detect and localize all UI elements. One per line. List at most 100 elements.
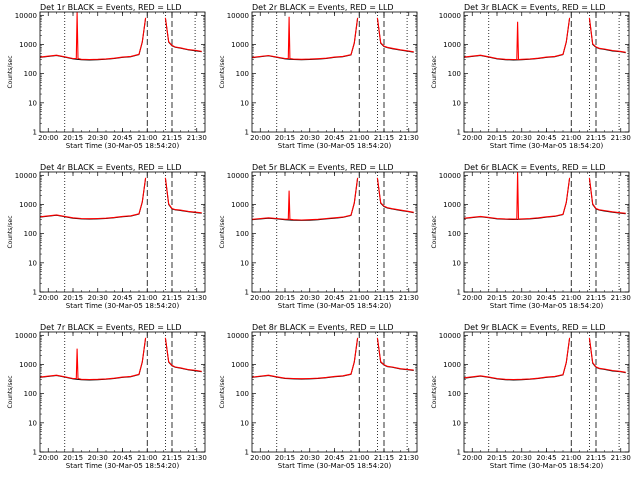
chart-title: Det 8r BLACK = Events, RED = LLD xyxy=(252,323,394,332)
x-axis-label: Start Time (30-Mar-05 18:54:20) xyxy=(490,142,604,150)
x-tick-label: 20:30 xyxy=(512,294,532,302)
series-line-events xyxy=(164,178,202,214)
x-tick-label: 20:45 xyxy=(536,454,556,462)
x-tick-label: 20:00 xyxy=(38,294,58,302)
x-tick-label: 20:15 xyxy=(63,134,83,142)
plot-frame xyxy=(251,11,418,133)
y-tick-label: 10000 xyxy=(439,332,461,340)
series-line-lld xyxy=(164,337,202,372)
plot-frame xyxy=(39,11,206,133)
series-line-lld xyxy=(463,17,571,61)
chart-panel-7: Det 7r BLACK = Events, RED = LLD Counts/s… xyxy=(7,323,207,470)
x-tick-label: 20:45 xyxy=(536,134,556,142)
x-axis-label: Start Time (30-Mar-05 18:54:20) xyxy=(278,142,392,150)
y-tick-label: 10000 xyxy=(227,332,249,340)
chart-title: Det 1r BLACK = Events, RED = LLD xyxy=(40,3,182,12)
x-tick-label: 21:00 xyxy=(137,294,157,302)
x-tick-label: 21:00 xyxy=(349,454,369,462)
x-tick-label: 21:00 xyxy=(349,134,369,142)
chart-panel-3: Det 3r BLACK = Events, RED = LLD Counts/s… xyxy=(431,3,631,150)
x-axis-label: Start Time (30-Mar-05 18:54:20) xyxy=(278,462,392,470)
x-tick-label: 20:00 xyxy=(250,134,270,142)
y-axis-label: Counts/sec xyxy=(219,55,226,88)
y-tick-label: 10000 xyxy=(439,12,461,20)
y-tick-label: 1 xyxy=(33,129,37,137)
y-tick-label: 1000 xyxy=(231,201,249,209)
y-axis-label: Counts/sec xyxy=(219,375,226,408)
x-tick-label: 20:45 xyxy=(324,294,344,302)
y-tick-label: 1000 xyxy=(19,41,37,49)
x-axis-label: Start Time (30-Mar-05 18:54:20) xyxy=(490,302,604,310)
x-tick-label: 21:30 xyxy=(611,454,631,462)
x-tick-label: 20:15 xyxy=(275,294,295,302)
x-tick-label: 21:30 xyxy=(399,454,419,462)
chart-panel-6: Det 6r BLACK = Events, RED = LLD Counts/s… xyxy=(431,163,631,310)
x-tick-label: 20:00 xyxy=(462,134,482,142)
x-tick-label: 20:30 xyxy=(88,134,108,142)
x-tick-label: 20:45 xyxy=(112,454,132,462)
x-tick-label: 20:00 xyxy=(250,454,270,462)
chart-title: Det 3r BLACK = Events, RED = LLD xyxy=(464,3,606,12)
y-axis-label: Counts/sec xyxy=(7,375,14,408)
series-line-events xyxy=(39,338,147,381)
y-tick-label: 10000 xyxy=(15,12,37,20)
y-tick-label: 10000 xyxy=(227,172,249,180)
y-tick-label: 10000 xyxy=(439,172,461,180)
series-line-lld xyxy=(39,337,147,381)
x-tick-label: 21:30 xyxy=(187,454,207,462)
x-tick-label: 21:30 xyxy=(399,294,419,302)
x-axis-label: Start Time (30-Mar-05 18:54:20) xyxy=(66,462,180,470)
y-tick-label: 100 xyxy=(24,70,37,78)
y-tick-label: 1000 xyxy=(443,41,461,49)
x-tick-label: 21:15 xyxy=(374,134,394,142)
series-line-lld xyxy=(39,11,147,61)
y-tick-label: 100 xyxy=(448,390,461,398)
series-line-events xyxy=(39,18,147,61)
chart-panel-4: Det 4r BLACK = Events, RED = LLD Counts/s… xyxy=(7,163,207,310)
y-tick-label: 1 xyxy=(245,289,249,297)
y-tick-label: 1000 xyxy=(19,361,37,369)
plot-frame xyxy=(251,171,418,293)
y-tick-label: 1000 xyxy=(443,361,461,369)
x-tick-label: 20:30 xyxy=(88,294,108,302)
y-tick-label: 10 xyxy=(28,419,37,427)
x-tick-label: 21:00 xyxy=(561,134,581,142)
y-tick-label: 1000 xyxy=(231,361,249,369)
x-tick-label: 21:00 xyxy=(137,454,157,462)
x-tick-label: 20:15 xyxy=(63,454,83,462)
chart-panel-9: Det 9r BLACK = Events, RED = LLD Counts/s… xyxy=(431,323,631,470)
x-tick-label: 20:00 xyxy=(250,294,270,302)
y-tick-label: 1000 xyxy=(443,201,461,209)
x-tick-label: 20:30 xyxy=(300,454,320,462)
plot-frame xyxy=(39,171,206,293)
y-axis-label: Counts/sec xyxy=(7,215,14,248)
x-axis-label: Start Time (30-Mar-05 18:54:20) xyxy=(278,302,392,310)
x-axis-label: Start Time (30-Mar-05 18:54:20) xyxy=(66,302,180,310)
series-line-lld xyxy=(463,171,571,220)
series-line-events xyxy=(39,178,147,220)
x-tick-label: 20:15 xyxy=(487,454,507,462)
series-line-events xyxy=(251,178,359,221)
x-tick-label: 20:30 xyxy=(300,134,320,142)
x-tick-label: 20:15 xyxy=(487,134,507,142)
series-line-lld xyxy=(463,337,571,381)
y-tick-label: 100 xyxy=(448,230,461,238)
y-tick-label: 10 xyxy=(452,99,461,107)
x-axis-label: Start Time (30-Mar-05 18:54:20) xyxy=(66,142,180,150)
y-tick-label: 100 xyxy=(448,70,461,78)
chart-title: Det 6r BLACK = Events, RED = LLD xyxy=(464,163,606,172)
y-tick-label: 1 xyxy=(457,289,461,297)
x-tick-label: 20:15 xyxy=(275,454,295,462)
series-line-lld xyxy=(376,177,414,213)
plot-frame xyxy=(251,331,418,453)
y-tick-label: 100 xyxy=(24,230,37,238)
y-tick-label: 1 xyxy=(245,449,249,457)
x-tick-label: 20:15 xyxy=(275,134,295,142)
chart-title: Det 9r BLACK = Events, RED = LLD xyxy=(464,323,606,332)
y-tick-label: 10 xyxy=(452,419,461,427)
x-tick-label: 21:30 xyxy=(187,294,207,302)
series-line-events xyxy=(376,18,414,53)
series-line-lld xyxy=(376,17,414,53)
x-tick-label: 20:00 xyxy=(38,134,58,142)
series-line-events xyxy=(164,338,202,373)
